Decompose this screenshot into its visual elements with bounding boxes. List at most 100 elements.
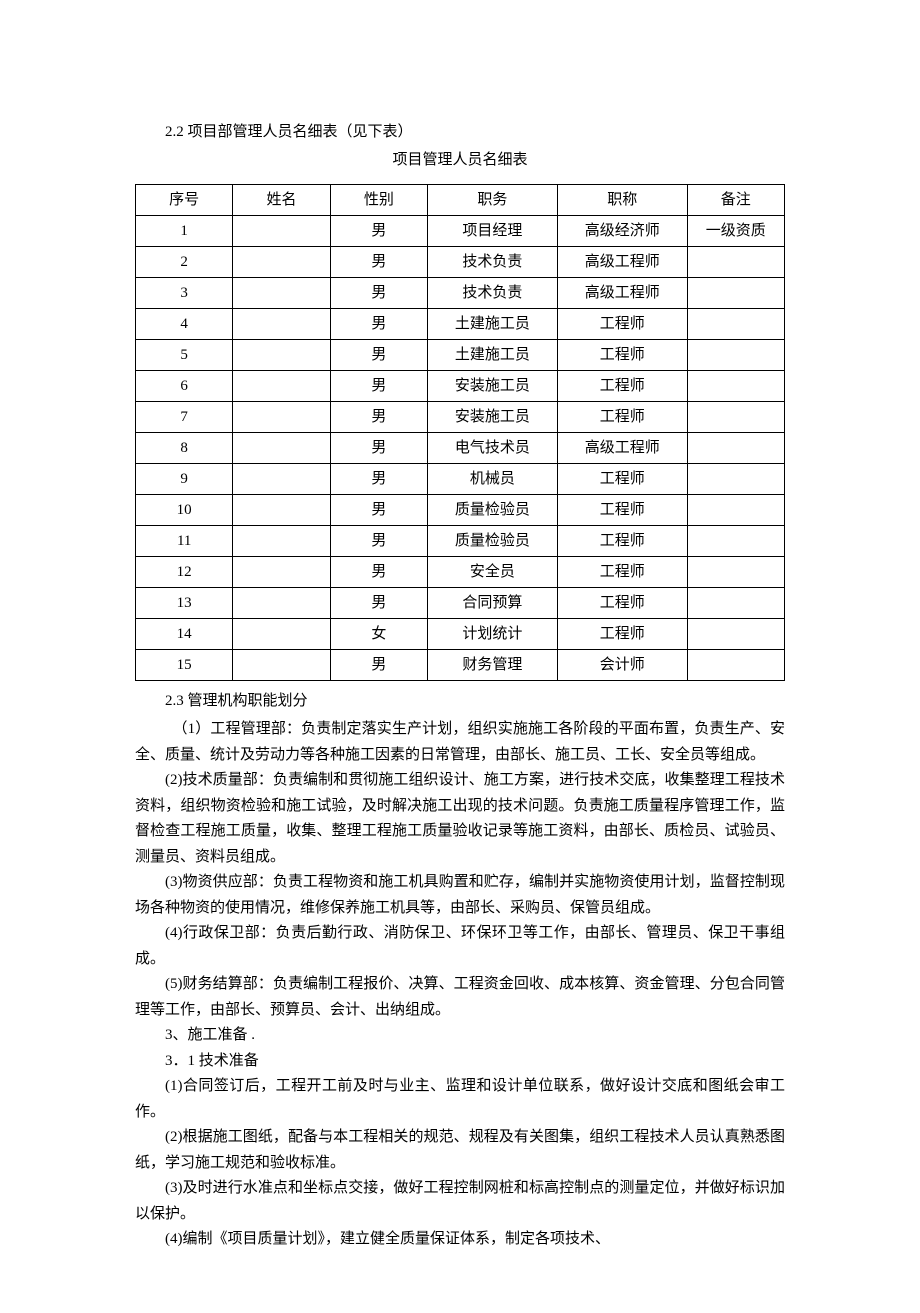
table-cell <box>233 619 330 650</box>
table-cell: 工程师 <box>557 557 687 588</box>
table-row: 3男技术负责高级工程师 <box>136 278 785 309</box>
table-cell: 高级工程师 <box>557 433 687 464</box>
table-cell: 工程师 <box>557 464 687 495</box>
table-cell <box>687 464 784 495</box>
table-row: 5男土建施工员工程师 <box>136 340 785 371</box>
table-header-cell: 性别 <box>330 185 427 216</box>
table-header-cell: 姓名 <box>233 185 330 216</box>
table-cell: 技术负责 <box>428 247 558 278</box>
table-cell: 安装施工员 <box>428 371 558 402</box>
table-cell <box>687 557 784 588</box>
table-cell: 合同预算 <box>428 588 558 619</box>
table-cell: 一级资质 <box>687 216 784 247</box>
table-cell: 男 <box>330 464 427 495</box>
heading-3: 3、施工准备 . <box>135 1023 785 1049</box>
table-cell: 女 <box>330 619 427 650</box>
table-cell: 电气技术员 <box>428 433 558 464</box>
table-cell <box>687 340 784 371</box>
table-row: 1男项目经理高级经济师一级资质 <box>136 216 785 247</box>
table-cell <box>233 433 330 464</box>
table-header-cell: 序号 <box>136 185 233 216</box>
table-row: 13男合同预算工程师 <box>136 588 785 619</box>
table-cell: 12 <box>136 557 233 588</box>
table-cell: 男 <box>330 588 427 619</box>
table-row: 10男质量检验员工程师 <box>136 495 785 526</box>
table-cell <box>687 619 784 650</box>
personnel-table: 序号姓名性别职务职称备注1男项目经理高级经济师一级资质2男技术负责高级工程师3男… <box>135 184 785 681</box>
table-cell: 7 <box>136 402 233 433</box>
table-cell: 男 <box>330 526 427 557</box>
table-cell: 6 <box>136 371 233 402</box>
table-cell: 11 <box>136 526 233 557</box>
table-cell: 土建施工员 <box>428 309 558 340</box>
table-cell: 高级工程师 <box>557 247 687 278</box>
table-row: 14女计划统计工程师 <box>136 619 785 650</box>
table-cell: 10 <box>136 495 233 526</box>
body-paragraph: (2)技术质量部：负责编制和贯彻施工组织设计、施工方案，进行技术交底，收集整理工… <box>135 768 785 870</box>
body-paragraph: (5)财务结算部：负责编制工程报价、决算、工程资金回收、成本核算、资金管理、分包… <box>135 972 785 1023</box>
table-cell <box>233 216 330 247</box>
table-cell <box>687 402 784 433</box>
table-cell: 高级工程师 <box>557 278 687 309</box>
table-cell: 技术负责 <box>428 278 558 309</box>
table-cell <box>233 309 330 340</box>
table-header-cell: 职务 <box>428 185 558 216</box>
table-cell <box>687 650 784 681</box>
heading-2-3: 2.3 管理机构职能划分 <box>135 689 785 713</box>
table-cell: 安全员 <box>428 557 558 588</box>
table-cell: 男 <box>330 247 427 278</box>
body-paragraph: (1)合同签订后，工程开工前及时与业主、监理和设计单位联系，做好设计交底和图纸会… <box>135 1074 785 1125</box>
table-cell <box>233 247 330 278</box>
body-paragraph: （1）工程管理部：负责制定落实生产计划，组织实施施工各阶段的平面布置，负责生产、… <box>135 717 785 768</box>
body-paragraph: (3)及时进行水准点和坐标点交接，做好工程控制网桩和标高控制点的测量定位，并做好… <box>135 1176 785 1227</box>
table-header-cell: 备注 <box>687 185 784 216</box>
table-cell: 工程师 <box>557 402 687 433</box>
table-cell <box>233 278 330 309</box>
table-cell: 工程师 <box>557 588 687 619</box>
table-row: 4男土建施工员工程师 <box>136 309 785 340</box>
table-cell: 男 <box>330 402 427 433</box>
table-row: 9男机械员工程师 <box>136 464 785 495</box>
table-cell: 工程师 <box>557 495 687 526</box>
table-cell <box>687 433 784 464</box>
table-cell: 2 <box>136 247 233 278</box>
body-paragraph: (3)物资供应部：负责工程物资和施工机具购置和贮存，编制并实施物资使用计划，监督… <box>135 870 785 921</box>
table-row: 15男财务管理会计师 <box>136 650 785 681</box>
table-cell <box>687 278 784 309</box>
table-cell: 机械员 <box>428 464 558 495</box>
table-cell: 工程师 <box>557 340 687 371</box>
table-cell <box>233 495 330 526</box>
table-header-row: 序号姓名性别职务职称备注 <box>136 185 785 216</box>
body-paragraph: (4)编制《项目质量计划》，建立健全质量保证体系，制定各项技术、 <box>135 1227 785 1253</box>
table-cell <box>233 557 330 588</box>
table-cell: 工程师 <box>557 619 687 650</box>
table-cell: 工程师 <box>557 526 687 557</box>
table-cell: 男 <box>330 650 427 681</box>
table-cell: 工程师 <box>557 371 687 402</box>
table-cell <box>687 526 784 557</box>
table-cell <box>687 371 784 402</box>
table-cell: 会计师 <box>557 650 687 681</box>
table-row: 8 男电气技术员高级工程师 <box>136 433 785 464</box>
table-cell: 男 <box>330 433 427 464</box>
table-cell: 男 <box>330 309 427 340</box>
table-title: 项目管理人员名细表 <box>135 148 785 172</box>
table-cell <box>687 495 784 526</box>
table-cell <box>233 464 330 495</box>
table-cell: 质量检验员 <box>428 495 558 526</box>
body-paragraph: (4)行政保卫部：负责后勤行政、消防保卫、环保环卫等工作，由部长、管理员、保卫干… <box>135 921 785 972</box>
heading-3-1: 3．1 技术准备 <box>135 1049 785 1075</box>
table-row: 2 男技术负责高级工程师 <box>136 247 785 278</box>
table-cell: 1 <box>136 216 233 247</box>
heading-2-2: 2.2 项目部管理人员名细表（见下表） <box>135 120 785 144</box>
table-cell <box>233 371 330 402</box>
table-cell <box>233 340 330 371</box>
table-cell: 8 <box>136 433 233 464</box>
table-cell <box>687 588 784 619</box>
table-cell: 高级经济师 <box>557 216 687 247</box>
table-row: 6男安装施工员工程师 <box>136 371 785 402</box>
table-cell <box>687 247 784 278</box>
table-row: 7男安装施工员工程师 <box>136 402 785 433</box>
table-cell <box>233 650 330 681</box>
table-cell: 财务管理 <box>428 650 558 681</box>
